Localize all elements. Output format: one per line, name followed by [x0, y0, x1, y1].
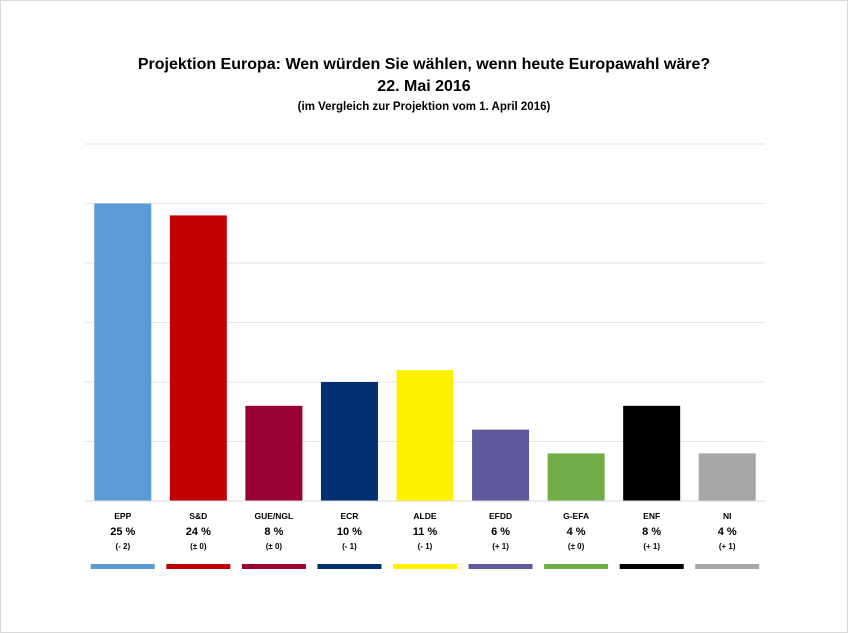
color-swatch: [166, 564, 231, 569]
change-label: (- 2): [115, 542, 130, 551]
bar-ni: [698, 453, 756, 501]
value-label: 4 %: [718, 526, 737, 538]
change-label: (± 0): [568, 542, 585, 551]
bar-enf: [623, 405, 681, 501]
change-label: (± 0): [266, 542, 283, 551]
color-swatch: [317, 564, 382, 569]
color-swatch: [90, 564, 155, 569]
category-label: EFDD: [489, 511, 512, 521]
color-swatch: [619, 564, 684, 569]
category-label: S&D: [189, 511, 207, 521]
change-label: (+ 1): [643, 542, 660, 551]
chart-subtitle: (im Vergleich zur Projektion vom 1. Apri…: [297, 101, 551, 113]
category-label: EPP: [114, 511, 131, 521]
bars: [94, 203, 756, 501]
change-label: (- 1): [342, 542, 357, 551]
bar-efdd: [472, 429, 530, 501]
color-swatches: [90, 564, 760, 569]
value-label: 8 %: [642, 526, 661, 538]
color-swatch: [544, 564, 609, 569]
color-swatch: [393, 564, 457, 569]
category-label: GUE/NGL: [255, 511, 294, 521]
category-label: ECR: [340, 511, 358, 521]
bar-s-d: [169, 215, 227, 501]
category-label: G-EFA: [563, 511, 589, 521]
change-label: (± 0): [190, 542, 207, 551]
change-label: (- 1): [418, 542, 433, 551]
color-swatch: [468, 564, 533, 569]
color-swatch: [695, 564, 760, 569]
value-label: 10 %: [337, 526, 362, 538]
category-label: NI: [723, 511, 732, 521]
color-swatch: [241, 564, 306, 569]
bar-ecr: [320, 382, 378, 501]
chart-title-block: Projektion Europa: Wen würden Sie wählen…: [0, 54, 848, 116]
bar-epp: [94, 203, 152, 501]
chart-date: 22. Mai 2016: [377, 78, 471, 95]
bar-gue-ngl: [245, 405, 303, 501]
value-label: 24 %: [186, 526, 211, 538]
bar-g-efa: [547, 453, 605, 501]
value-label: 11 %: [413, 526, 438, 538]
chart-title: Projektion Europa: Wen würden Sie wählen…: [137, 56, 711, 73]
value-label: 8 %: [264, 526, 283, 538]
category-label: ENF: [643, 511, 660, 521]
category-labels: EPP 25 % (- 2) S&D 24 % (± 0) GUE/NGL 8 % (± 0) E…: [110, 511, 737, 551]
value-label: 25 %: [110, 526, 135, 538]
bar-alde: [396, 370, 454, 501]
category-label: ALDE: [413, 511, 436, 521]
change-label: (+ 1): [719, 542, 736, 551]
value-label: 4 %: [567, 526, 586, 538]
change-label: (+ 1): [492, 542, 509, 551]
value-label: 6 %: [491, 526, 510, 538]
